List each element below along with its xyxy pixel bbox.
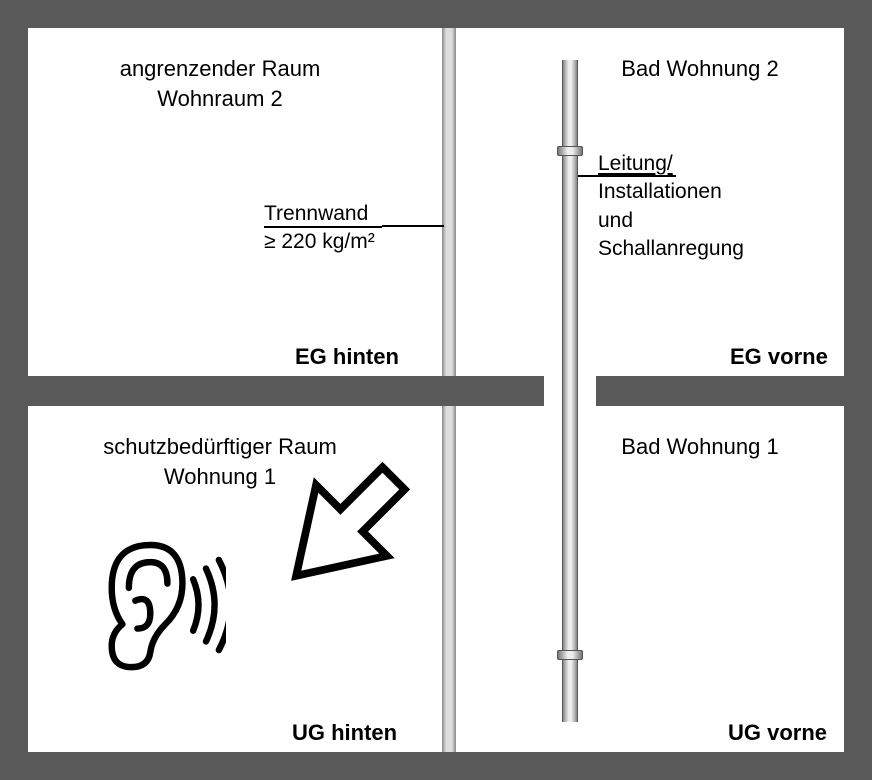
pipe <box>562 60 578 722</box>
text: Wohnraum 2 <box>157 86 283 111</box>
label-leitung: Leitung/ Installationen und Schallanregu… <box>598 150 818 263</box>
trennwand-leader <box>382 225 444 227</box>
text: Wohnung 1 <box>164 464 276 489</box>
room-code-top-right: EG vorne <box>730 344 828 370</box>
sound-insulation-diagram: angrenzender Raum Wohnraum 2 Bad Wohnung… <box>0 0 872 780</box>
text: Schallanregung <box>598 237 744 260</box>
label-trennwand: Trennwand ≥ 220 kg/m² <box>264 200 424 257</box>
text: Trennwand <box>264 202 368 225</box>
text: UG vorne <box>728 720 827 745</box>
room-code-bottom-left: UG hinten <box>292 720 397 746</box>
text: Installationen <box>598 180 722 203</box>
room-title-top-right: Bad Wohnung 2 <box>570 54 830 84</box>
text: EG vorne <box>730 344 828 369</box>
ear-icon <box>96 530 226 680</box>
text: UG hinten <box>292 720 397 745</box>
text: ≥ 220 kg/m² <box>264 230 375 253</box>
pipe-joint-bottom <box>557 650 583 660</box>
text: angrenzender Raum <box>120 56 321 81</box>
pipe-joint-top <box>557 146 583 156</box>
room-title-top-left: angrenzender Raum Wohnraum 2 <box>60 54 380 113</box>
room-title-bottom-right: Bad Wohnung 1 <box>570 432 830 462</box>
text: Leitung/ <box>598 152 673 175</box>
room-code-top-left: EG hinten <box>295 344 399 370</box>
leitung-leader <box>578 175 676 177</box>
floor-slab <box>0 376 872 406</box>
room-code-bottom-right: UG vorne <box>728 720 827 746</box>
trennwand-underline <box>264 226 382 228</box>
text: EG hinten <box>295 344 399 369</box>
arrow-icon <box>274 454 429 609</box>
text: Bad Wohnung 1 <box>621 434 778 459</box>
text: Bad Wohnung 2 <box>621 56 778 81</box>
text: und <box>598 209 633 232</box>
